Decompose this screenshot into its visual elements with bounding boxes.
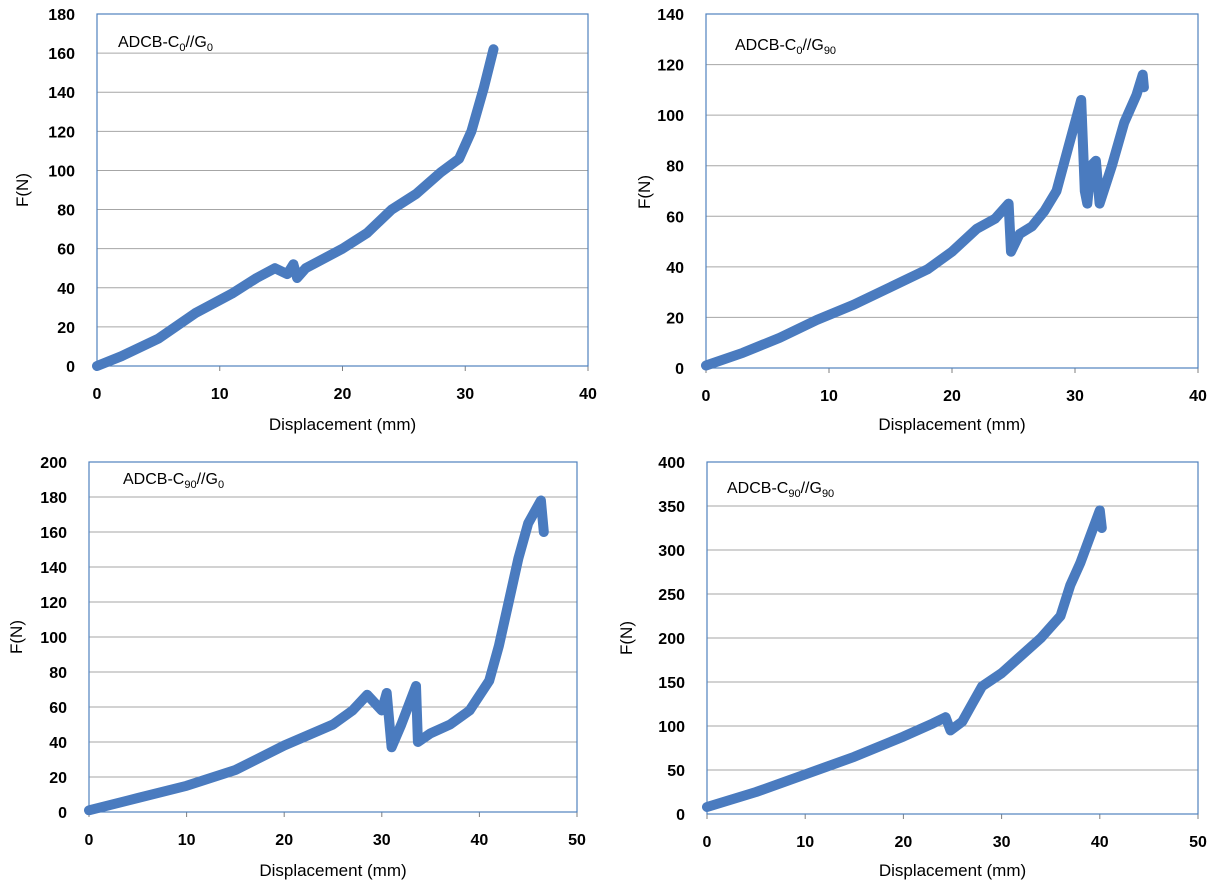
data-series-1 — [84, 495, 549, 816]
x-tick-label: 30 — [373, 832, 391, 849]
y-tick-label: 160 — [40, 525, 67, 542]
data-series-1 — [702, 505, 1107, 812]
x-tick-label: 0 — [703, 834, 712, 851]
y-tick-label: 100 — [40, 630, 67, 647]
x-tick-label: 10 — [796, 834, 814, 851]
y-tick-label: 60 — [57, 242, 75, 259]
x-tick-label: 40 — [1189, 388, 1207, 405]
y-tick-label: 20 — [49, 770, 67, 787]
y-tick-label: 180 — [48, 7, 75, 24]
y-tick-label: 80 — [57, 203, 75, 220]
y-tick-label: 50 — [667, 763, 685, 780]
x-axis-title: Displacement (mm) — [259, 861, 406, 880]
x-axis-title: Displacement (mm) — [878, 415, 1025, 434]
chart-panel-3: 0 20 40 60 80 100 120 140 160 180 200 0 10 20 30 40 50 AD… — [7, 455, 586, 880]
y-tick-label: 100 — [658, 719, 685, 736]
x-tick-label: 50 — [1189, 834, 1207, 851]
y-tick-label: 40 — [49, 735, 67, 752]
x-axis-title: Displacement (mm) — [879, 861, 1026, 880]
x-tick-label: 30 — [1066, 388, 1084, 405]
y-tick-label: 120 — [657, 58, 684, 75]
x-tick-label: 20 — [943, 388, 961, 405]
y-tick-label: 100 — [657, 108, 684, 125]
y-axis-title: F(N) — [635, 175, 654, 209]
chart-title: ADCB-C90//G0 — [123, 471, 224, 491]
x-tick-label: 30 — [993, 834, 1011, 851]
y-tick-label: 140 — [48, 85, 75, 102]
x-tick-label: 40 — [579, 386, 597, 403]
y-tick-label: 0 — [676, 807, 685, 824]
y-tick-label: 200 — [658, 631, 685, 648]
y-tick-label: 20 — [666, 310, 684, 327]
y-tick-label: 180 — [40, 490, 67, 507]
y-tick-label: 80 — [666, 159, 684, 176]
y-tick-label: 40 — [666, 260, 684, 277]
y-tick-label: 60 — [666, 209, 684, 226]
y-axis-title: F(N) — [13, 173, 32, 207]
y-tick-label: 140 — [40, 560, 67, 577]
plot-frame — [706, 461, 1199, 815]
chart-panel-1: 0 20 40 60 80 100 120 140 160 180 0 10 20 30 40 ADCB-C0… — [13, 7, 597, 434]
x-axis-title: Displacement (mm) — [269, 415, 416, 434]
y-tick-label: 140 — [657, 7, 684, 24]
x-tick-label: 30 — [456, 386, 474, 403]
y-tick-label: 150 — [658, 675, 685, 692]
x-tick-label: 10 — [178, 832, 196, 849]
x-tick-label: 0 — [93, 386, 102, 403]
x-tick-label: 20 — [275, 832, 293, 849]
y-tick-label: 60 — [49, 700, 67, 717]
chart-title: ADCB-C0//G0 — [118, 34, 213, 54]
plot-frame — [88, 461, 578, 813]
chart-panel-4: 0 50 100 150 200 250 300 350 400 0 10 20 30 40 50 ADCB-… — [617, 455, 1207, 880]
x-tick-label: 50 — [568, 832, 586, 849]
x-tick-label: 20 — [334, 386, 352, 403]
y-axis-title: F(N) — [7, 620, 26, 654]
plot-frame — [705, 13, 1199, 369]
x-tick-label: 0 — [702, 388, 711, 405]
y-axis-title: F(N) — [617, 621, 636, 655]
y-tick-label: 100 — [48, 163, 75, 180]
x-tick-label: 40 — [1091, 834, 1109, 851]
y-tick-label: 200 — [40, 455, 67, 472]
x-tick-label: 40 — [471, 832, 489, 849]
y-tick-label: 0 — [58, 805, 67, 822]
data-series-1 — [701, 69, 1149, 371]
y-tick-label: 0 — [675, 361, 684, 378]
y-tick-label: 40 — [57, 281, 75, 298]
y-tick-label: 120 — [48, 124, 75, 141]
chart-panel-2: 0 20 40 60 80 100 120 140 0 10 20 30 40 ADCB-C0//G90 D… — [635, 7, 1207, 434]
x-tick-label: 0 — [85, 832, 94, 849]
x-tick-label: 10 — [820, 388, 838, 405]
y-tick-label: 350 — [658, 499, 685, 516]
y-tick-label: 20 — [57, 320, 75, 337]
y-tick-label: 80 — [49, 665, 67, 682]
y-tick-label: 250 — [658, 587, 685, 604]
data-series-1 — [92, 44, 499, 371]
y-tick-label: 0 — [66, 359, 75, 376]
y-tick-label: 300 — [658, 543, 685, 560]
y-tick-label: 400 — [658, 455, 685, 472]
chart-title: ADCB-C90//G90 — [727, 480, 834, 500]
chart-title: ADCB-C0//G90 — [735, 37, 836, 57]
plot-frame — [96, 13, 589, 367]
x-tick-label: 20 — [895, 834, 913, 851]
y-tick-label: 160 — [48, 46, 75, 63]
x-tick-label: 10 — [211, 386, 229, 403]
y-tick-label: 120 — [40, 595, 67, 612]
